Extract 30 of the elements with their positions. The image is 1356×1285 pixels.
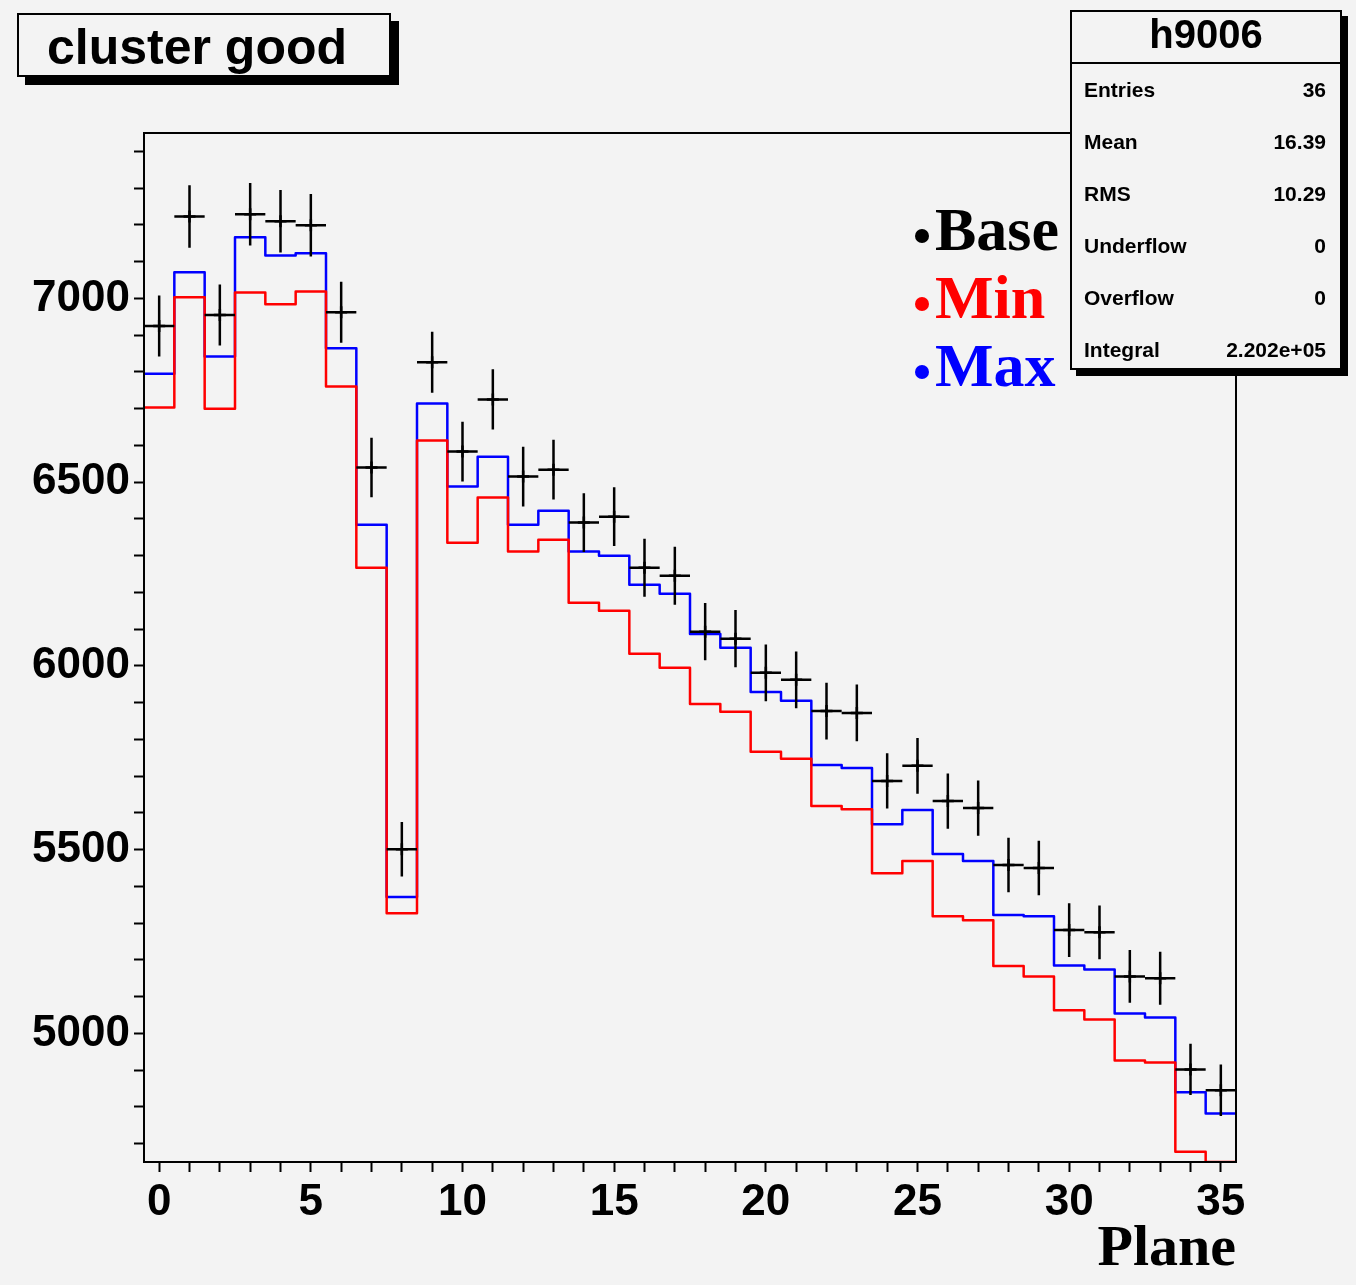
x-tick-label: 35 [1196, 1174, 1246, 1224]
x-tick-label: 10 [438, 1174, 487, 1224]
y-tick-label: 6000 [32, 638, 130, 688]
x-tick-label: 5 [298, 1174, 324, 1224]
y-tick-label: 6500 [32, 454, 130, 504]
annotation: RMS [1084, 181, 1131, 207]
text: 0 [1314, 285, 1326, 311]
legend-label: Base [935, 195, 1059, 263]
x-tick-label: 15 [589, 1174, 639, 1224]
x-tick-label: 0 [146, 1174, 172, 1224]
y-tick-label: 5500 [32, 821, 130, 871]
legend-label: Max [935, 331, 1056, 399]
legend-label: Min [935, 263, 1046, 331]
x-tick-label: 25 [893, 1174, 942, 1224]
y-tick-label: 5000 [32, 1005, 130, 1055]
text: h9006 [1072, 12, 1340, 64]
y-tick-label: 7000 [32, 270, 130, 320]
text: 16.39 [1273, 129, 1326, 155]
annotation: Mean [1084, 129, 1138, 155]
chart-title: cluster good [17, 13, 391, 77]
text: 10.29 [1273, 181, 1326, 207]
x-tick-label: 20 [741, 1174, 791, 1224]
annotation: 2.202e+05 [1226, 337, 1326, 363]
text: Entries [1084, 77, 1156, 103]
text: 36 [1302, 77, 1326, 103]
annotation: Underflow [1084, 233, 1187, 259]
annotation: Overflow [1084, 285, 1174, 311]
annotation: Integral [1084, 337, 1160, 363]
x-tick-label: 30 [1044, 1174, 1094, 1224]
text: 0 [1314, 233, 1326, 259]
